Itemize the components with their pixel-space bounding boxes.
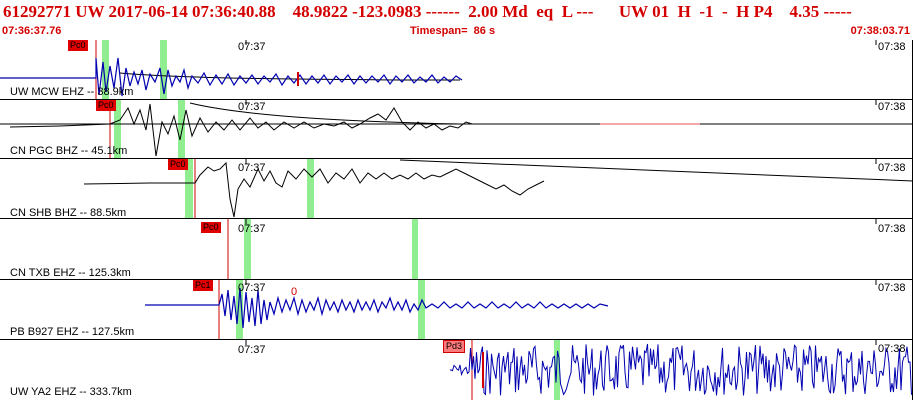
time-tick-label: 07:38	[878, 162, 906, 174]
amplitude-label: 0	[291, 286, 298, 298]
analysis-window	[307, 159, 314, 218]
analysis-window	[114, 100, 121, 158]
time-tick-label: 07:38	[878, 343, 906, 355]
seismogram-trace[interactable]	[0, 100, 913, 158]
waveform-panel[interactable]: Pd3 07:37 07:38 UW YA2 EHZ -- 333.7km	[0, 340, 913, 400]
analysis-window	[185, 159, 193, 218]
station-channel-label: CN SHB BHZ -- 88.5km	[10, 207, 127, 219]
analysis-window	[418, 280, 425, 339]
time-tick-label: 07:38	[878, 41, 906, 53]
timespan-label: Timespan= 86 s	[410, 25, 496, 37]
waveform	[449, 343, 912, 396]
station-channel-label: PB B927 EHZ -- 127.5km	[10, 326, 135, 338]
station-channel-label: CN PGC BHZ -- 45.1km	[10, 145, 128, 157]
seismogram-trace[interactable]	[0, 40, 913, 99]
seismogram-trace[interactable]	[0, 159, 913, 218]
waveform	[0, 57, 463, 97]
phase-pick-flag[interactable]: Pc0	[68, 40, 88, 51]
event-header: 61292771 UW 2017-06-14 07:36:40.88 48.98…	[0, 0, 913, 41]
coda-decay-line	[189, 102, 461, 125]
window-start-time: 07:36:37.76	[2, 25, 62, 37]
analysis-window	[412, 219, 418, 279]
time-tick-label: 07:37	[238, 282, 266, 294]
phase-pick-flag[interactable]: Pd3	[443, 340, 466, 353]
analysis-window	[236, 280, 243, 339]
coda-decay-line	[399, 159, 913, 182]
waveform-panel[interactable]: Pc0 07:37 07:38 CN SHB BHZ -- 88.5km	[0, 159, 913, 219]
analysis-window	[160, 40, 167, 99]
time-tick-label: 07:38	[878, 223, 906, 235]
analysis-window	[102, 40, 109, 99]
phase-pick-flag[interactable]: Pc0	[201, 222, 221, 233]
waveform-panel[interactable]: Pc1 07:37 07:38 0 PB B927 EHZ -- 127.5km	[0, 280, 913, 340]
seismogram-trace[interactable]	[0, 219, 913, 279]
waveform	[9, 103, 473, 157]
time-tick-label: 07:37	[238, 344, 266, 356]
analysis-window	[244, 219, 251, 279]
phase-pick-flag[interactable]: Pc1	[193, 280, 213, 291]
analysis-window	[178, 100, 185, 158]
seismogram-trace[interactable]	[0, 280, 913, 339]
waveform-panel[interactable]: Pc0 07:37 07:38 CN TXB EHZ -- 125.3km	[0, 219, 913, 280]
phase-pick-flag[interactable]: Pc0	[168, 159, 188, 170]
time-tick-label: 07:37	[238, 41, 266, 53]
waveform-panels[interactable]: Pc0 07:37 07:38 UW MCW EHZ -- 38.9km Pc0…	[0, 40, 913, 400]
waveform-panel[interactable]: Pc0 07:37 07:38 UW MCW EHZ -- 38.9km	[0, 40, 913, 100]
time-tick-label: 07:38	[878, 282, 906, 294]
phase-pick-flag[interactable]: Pc0	[96, 100, 116, 111]
time-tick-label: 07:38	[878, 101, 906, 113]
coda-decay-line	[119, 72, 461, 81]
time-tick-label: 07:37	[238, 101, 266, 113]
time-tick-label: 07:37	[238, 223, 266, 235]
time-tick-label: 07:37	[238, 162, 266, 174]
station-channel-label: UW MCW EHZ -- 38.9km	[10, 86, 134, 98]
station-channel-label: CN TXB EHZ -- 125.3km	[10, 267, 131, 279]
window-end-time: 07:38:03.71	[850, 25, 910, 37]
event-summary-line: 61292771 UW 2017-06-14 07:36:40.88 48.98…	[3, 2, 852, 21]
waveform	[83, 161, 545, 218]
seismogram-trace[interactable]	[0, 340, 913, 400]
waveform-panel[interactable]: Pc0 07:37 07:38 CN PGC BHZ -- 45.1km	[0, 100, 913, 159]
waveform	[145, 287, 609, 329]
station-channel-label: UW YA2 EHZ -- 333.7km	[10, 386, 132, 398]
